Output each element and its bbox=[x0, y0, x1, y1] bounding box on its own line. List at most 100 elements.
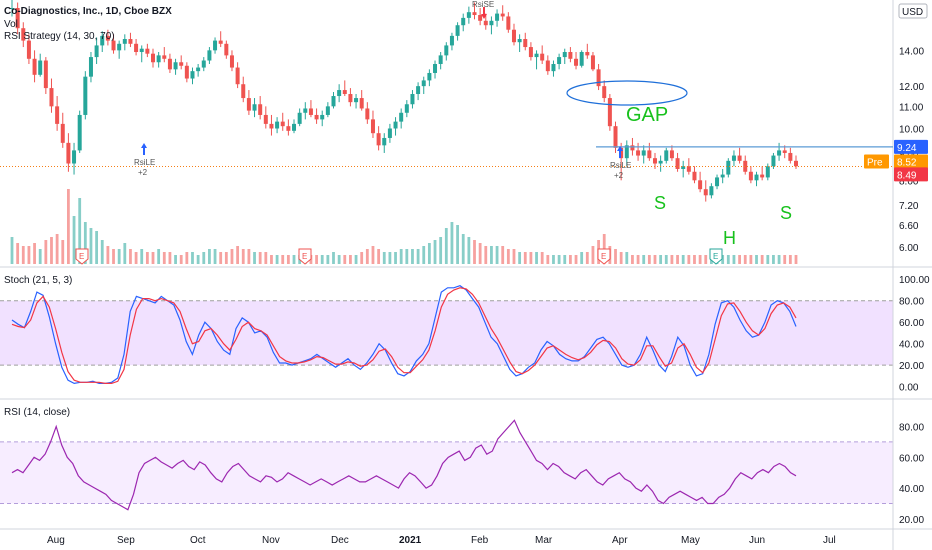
volume-bar bbox=[636, 255, 640, 264]
volume-bar bbox=[721, 255, 725, 264]
candle-body bbox=[743, 160, 748, 172]
candle-body bbox=[66, 142, 71, 164]
volume-bar bbox=[100, 240, 104, 264]
candle-body bbox=[551, 64, 556, 72]
volume-bar bbox=[676, 255, 679, 264]
candle-body bbox=[731, 155, 736, 161]
candle-body bbox=[421, 80, 426, 87]
volume-bar bbox=[44, 240, 48, 264]
candle-body bbox=[275, 121, 280, 129]
short-entry-arrow-icon bbox=[481, 7, 487, 19]
candle-body bbox=[449, 35, 454, 46]
volume-bar bbox=[258, 252, 262, 264]
candle-body bbox=[466, 12, 471, 18]
candle-body bbox=[370, 119, 375, 134]
stoch-band bbox=[0, 300, 893, 366]
volume-bar bbox=[315, 255, 318, 264]
volume-bar bbox=[501, 246, 505, 264]
earnings-marker-icon[interactable] bbox=[709, 248, 723, 265]
candle-body bbox=[568, 52, 573, 59]
earnings-marker-icon[interactable] bbox=[75, 248, 89, 265]
candle-body bbox=[748, 171, 753, 181]
candle-body bbox=[788, 152, 793, 161]
candle-body bbox=[88, 57, 93, 77]
volume-bar bbox=[653, 255, 657, 264]
candle-body bbox=[201, 60, 206, 68]
volume-bar bbox=[794, 255, 798, 264]
candle-body bbox=[38, 60, 43, 75]
candle-body bbox=[590, 55, 595, 70]
candle-body bbox=[128, 39, 133, 44]
earnings-marker-icon[interactable] bbox=[597, 248, 611, 265]
candle-body bbox=[235, 67, 240, 85]
candle-body bbox=[303, 108, 308, 113]
candle-body bbox=[669, 150, 674, 159]
volume-bar bbox=[788, 255, 792, 264]
candle-body bbox=[658, 160, 663, 164]
candle-body bbox=[585, 52, 590, 56]
price-tick-label: 6.60 bbox=[899, 221, 919, 232]
currency-badge[interactable] bbox=[898, 3, 928, 19]
candle-body bbox=[263, 114, 268, 124]
candle-body bbox=[297, 112, 302, 124]
candle-body bbox=[111, 40, 116, 51]
candle-body bbox=[416, 86, 421, 95]
stoch-tick-label: 20.00 bbox=[899, 361, 924, 372]
earnings-marker-label: E bbox=[302, 252, 307, 261]
main-series-title: Co-Diagnostics, Inc., 1D, Cboe BZX bbox=[4, 6, 172, 17]
strategy-signal-qty: +2 bbox=[138, 168, 148, 177]
volume-bar bbox=[405, 249, 409, 264]
time-tick-label: Feb bbox=[471, 535, 489, 546]
candle-body bbox=[607, 98, 612, 127]
volume-bar bbox=[766, 255, 770, 264]
candle-body bbox=[765, 166, 770, 178]
volume-bar bbox=[698, 255, 702, 264]
premarket-label: Pre bbox=[867, 158, 883, 169]
candle-body bbox=[545, 60, 550, 72]
volume-bar bbox=[625, 252, 629, 264]
volume-bar bbox=[360, 252, 364, 264]
earnings-marker-icon[interactable] bbox=[298, 248, 312, 265]
strategy-signal-qty: +2 bbox=[614, 171, 624, 180]
candle-body bbox=[562, 52, 567, 58]
volume-bar bbox=[264, 252, 268, 264]
volume-bar bbox=[55, 234, 59, 264]
price-candles bbox=[10, 0, 798, 202]
currency-label: USD bbox=[902, 7, 923, 18]
candle-body bbox=[782, 150, 787, 153]
volume-bar bbox=[495, 246, 499, 264]
candle-body bbox=[726, 160, 731, 175]
volume-bar bbox=[394, 252, 397, 264]
legend-entry: Vol bbox=[4, 19, 18, 30]
volume-bar bbox=[580, 252, 584, 264]
candle-body bbox=[692, 171, 697, 181]
candle-body bbox=[444, 45, 449, 56]
candle-body bbox=[382, 137, 387, 146]
volume-bar bbox=[518, 252, 522, 264]
volume-bar bbox=[16, 243, 20, 264]
candle-body bbox=[517, 39, 522, 43]
volume-bar bbox=[783, 255, 787, 264]
volume-bar bbox=[693, 255, 696, 264]
price-badge-value: 8.52 bbox=[897, 158, 917, 169]
volume-bar bbox=[145, 252, 149, 264]
candle-body bbox=[686, 166, 691, 172]
candle-body bbox=[438, 55, 443, 65]
volume-bar bbox=[320, 255, 324, 264]
candle-body bbox=[506, 16, 511, 30]
stoch-tick-label: 80.00 bbox=[899, 297, 924, 308]
candle-body bbox=[681, 166, 686, 169]
candle-body bbox=[613, 126, 618, 148]
candle-body bbox=[60, 123, 65, 143]
volume-bar bbox=[416, 249, 420, 264]
volume-bar bbox=[377, 249, 381, 264]
legend-entry: RSI Strategy (14, 30, 70) bbox=[4, 31, 115, 42]
candle-body bbox=[167, 58, 172, 70]
candle-body bbox=[754, 174, 759, 181]
volume-bar bbox=[371, 246, 375, 264]
candle-body bbox=[528, 47, 533, 58]
rsi-band bbox=[0, 441, 893, 504]
gap-ellipse-annotation[interactable] bbox=[566, 80, 688, 106]
